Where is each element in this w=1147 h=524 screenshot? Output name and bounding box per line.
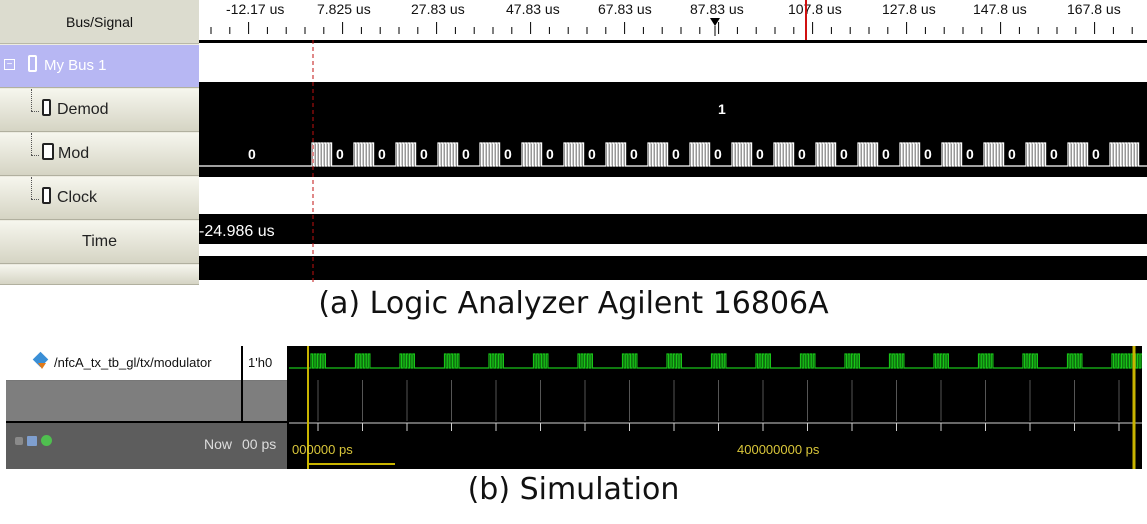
save-icon[interactable] xyxy=(27,436,37,446)
signal-name-pane: /nfcA_tx_tb_gl/tx/modulator xyxy=(6,346,241,421)
tree-branch xyxy=(31,199,39,200)
bus-label: My Bus 1 xyxy=(44,57,107,74)
time-waveform xyxy=(199,214,1147,244)
time-axis-ticks xyxy=(199,18,1147,43)
mod-gap-value: 0 xyxy=(672,146,680,162)
tree-line xyxy=(31,89,33,111)
mod-gap-value: 0 xyxy=(966,146,974,162)
bus-signal-icon xyxy=(42,187,51,204)
marker-icon xyxy=(710,18,720,26)
tree-branch xyxy=(31,111,39,112)
mod-gap-value: 0 xyxy=(546,146,554,162)
tick-label: 107.8 us xyxy=(788,1,842,17)
logic-analyzer-panel: Bus/Signal − My Bus 1 Demod Mod Clock Ti… xyxy=(0,0,1147,285)
simulation-wave-window: /nfcA_tx_tb_gl/tx/modulator 1'h0 Now 00 … xyxy=(6,346,1142,469)
demod-value: 1 xyxy=(718,101,726,117)
bus-signal-header[interactable]: Bus/Signal xyxy=(0,0,199,44)
mod-gap-value: 0 xyxy=(1092,146,1100,162)
mod-gap-value: 0 xyxy=(840,146,848,162)
tick-label: 147.8 us xyxy=(973,1,1027,17)
row-demod[interactable]: Demod xyxy=(0,89,199,132)
tree-branch xyxy=(31,155,39,156)
mod-waveform: 0 0 0 0 0 0 0 0 0 0 0 0 0 0 0 0 0 0 0 0 xyxy=(199,134,1147,177)
mod-gap-value: 0 xyxy=(462,146,470,162)
mod-gap-value: 0 xyxy=(924,146,932,162)
now-bar xyxy=(6,423,287,469)
zoom-icon[interactable] xyxy=(15,437,23,445)
clock-label: Clock xyxy=(57,189,98,206)
tick-label: 87.83 us xyxy=(690,1,744,17)
signal-row[interactable]: /nfcA_tx_tb_gl/tx/modulator xyxy=(6,346,241,381)
mod-gap-value: 0 xyxy=(630,146,638,162)
caption-a: (a) Logic Analyzer Agilent 16806A xyxy=(318,286,829,321)
signal-path: /nfcA_tx_tb_gl/tx/modulator xyxy=(54,355,212,370)
signal-value-pane: 1'h0 xyxy=(243,346,287,421)
row-mod[interactable]: Mod xyxy=(0,133,199,176)
mod-label: Mod xyxy=(58,145,90,162)
mod-gap-value: 0 xyxy=(756,146,764,162)
tick-label: -12.17 us xyxy=(226,1,285,17)
time-label: 400000000 ps xyxy=(737,442,820,457)
mod-gap-value: 0 xyxy=(1050,146,1058,162)
row-empty xyxy=(0,265,199,285)
tick-label: 7.825 us xyxy=(317,1,371,17)
mod-pulse-trace xyxy=(199,142,1147,167)
demod-waveform xyxy=(199,91,1147,134)
empty-waveform xyxy=(199,256,1147,280)
signal-value-row: 1'h0 xyxy=(243,346,287,381)
tick-label: 27.83 us xyxy=(411,1,465,17)
mod-gap-value: 0 xyxy=(504,146,512,162)
now-value: 00 ps xyxy=(242,436,277,452)
bus-icon xyxy=(28,55,37,72)
tree-line xyxy=(31,177,33,199)
time-label: 000000 ps xyxy=(292,442,353,457)
bus-signal-icon xyxy=(42,99,51,116)
arrow-icon xyxy=(38,363,46,369)
time-value: -24.986 us xyxy=(199,223,275,240)
simulation-waveform[interactable]: 000000 ps 400000000 ps xyxy=(289,346,1142,469)
mod-initial-value: 0 xyxy=(248,146,256,162)
tree-line xyxy=(31,133,33,155)
mod-gap-value: 0 xyxy=(588,146,596,162)
add-icon[interactable] xyxy=(41,435,52,446)
tick-label: 47.83 us xyxy=(506,1,560,17)
tick-label: 167.8 us xyxy=(1067,1,1121,17)
signal-icon xyxy=(42,143,54,160)
now-label: Now xyxy=(204,436,233,452)
tick-label: 127.8 us xyxy=(882,1,936,17)
signal-value: 1'h0 xyxy=(248,355,273,370)
mod-gap-value: 0 xyxy=(420,146,428,162)
mod-gap-value: 0 xyxy=(714,146,722,162)
mod-gap-value: 0 xyxy=(336,146,344,162)
row-my-bus-1[interactable]: − My Bus 1 xyxy=(0,45,199,88)
simulation-trace xyxy=(289,346,1142,469)
caption-b: (b) Simulation xyxy=(467,472,680,507)
mod-gap-value: 0 xyxy=(378,146,386,162)
row-time[interactable]: Time xyxy=(0,221,199,264)
mod-gap-value: 0 xyxy=(798,146,806,162)
bus-waveform xyxy=(199,82,1147,91)
mod-gap-value: 0 xyxy=(882,146,890,162)
time-axis[interactable]: -12.17 us 7.825 us 27.83 us 47.83 us 67.… xyxy=(199,0,1147,43)
row-clock[interactable]: Clock xyxy=(0,177,199,220)
signal-name-column: Bus/Signal − My Bus 1 Demod Mod Clock Ti… xyxy=(0,0,199,285)
waveform-area[interactable]: -12.17 us 7.825 us 27.83 us 47.83 us 67.… xyxy=(199,0,1147,285)
mod-gap-value: 0 xyxy=(1008,146,1016,162)
time-label: Time xyxy=(82,233,117,250)
collapse-icon[interactable]: − xyxy=(4,59,15,70)
demod-label: Demod xyxy=(57,101,109,118)
tick-label: 67.83 us xyxy=(598,1,652,17)
